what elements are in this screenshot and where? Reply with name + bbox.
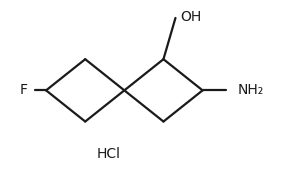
Text: NH₂: NH₂ [237,82,264,97]
Text: F: F [20,83,28,97]
Text: HCl: HCl [97,147,121,161]
Text: OH: OH [180,10,201,24]
